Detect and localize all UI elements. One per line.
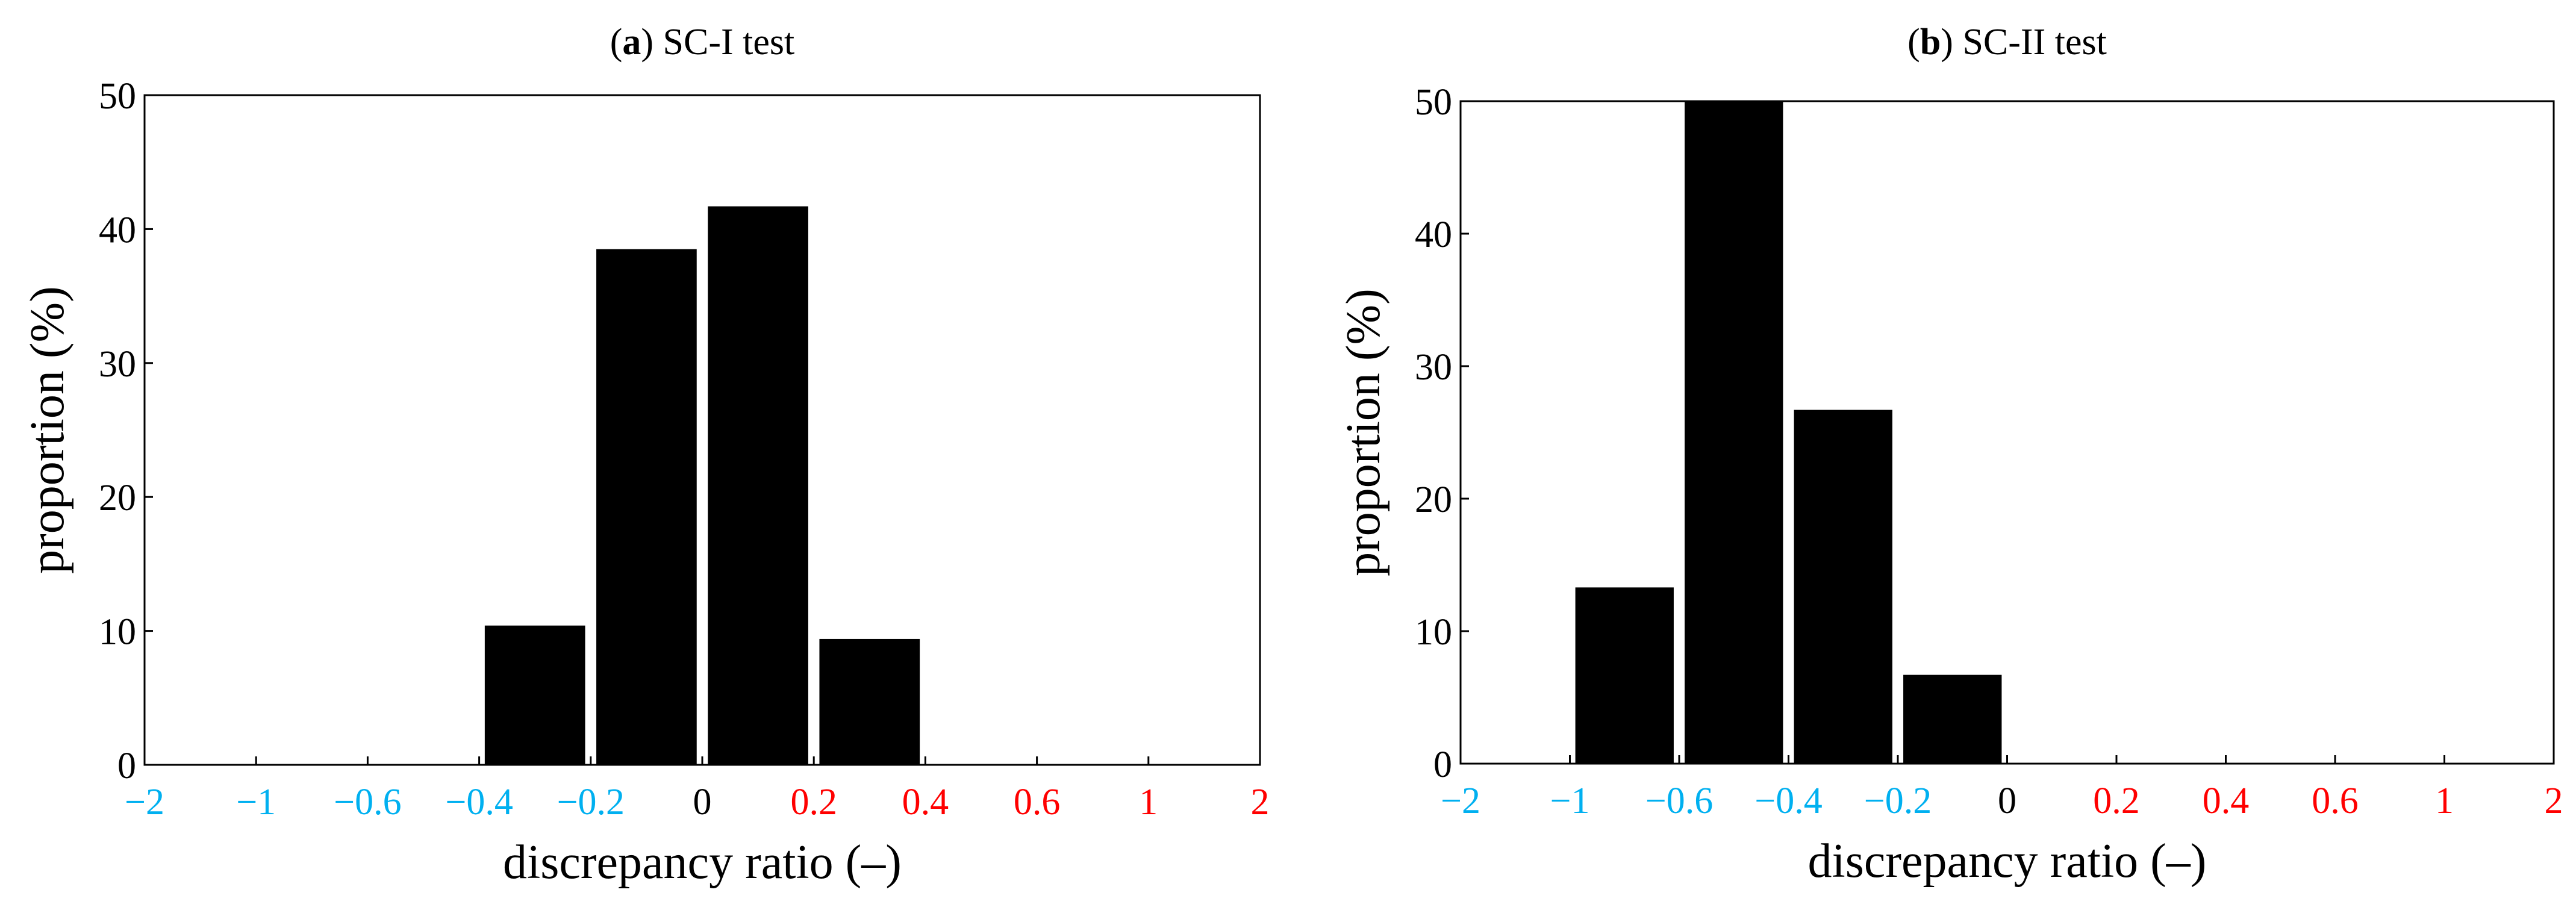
chart-title: (a) SC-I test (610, 22, 795, 63)
x-tick-label: −0.6 (1645, 780, 1713, 821)
y-tick-label: 50 (1415, 82, 1452, 123)
bar (1903, 675, 2002, 764)
x-tick-label: −0.4 (445, 782, 513, 823)
y-tick-label: 10 (99, 612, 136, 653)
y-tick-label: 40 (99, 210, 136, 251)
x-tick-label: 0.4 (2203, 780, 2250, 821)
panel-label: b (1920, 22, 1941, 63)
x-tick-label: 0.6 (2312, 780, 2359, 821)
x-tick-label: −1 (1550, 780, 1590, 821)
bar (596, 249, 697, 765)
panel-label: a (622, 22, 641, 63)
x-tick-label: 1 (2435, 780, 2454, 821)
bar (819, 638, 920, 765)
x-tick-label: 0.2 (2093, 780, 2140, 821)
y-tick-label: 30 (1415, 347, 1452, 388)
x-axis-label: discrepancy ratio (–) (503, 836, 902, 889)
y-tick-label: 10 (1415, 612, 1452, 653)
y-tick-label: 0 (1433, 744, 1452, 785)
x-tick-label: 2 (1251, 782, 1270, 823)
y-axis-label: proportion (%) (21, 286, 74, 574)
x-tick-label: 1 (1139, 782, 1158, 823)
y-axis-label: proportion (%) (1337, 288, 1390, 576)
chart-title-text: SC-II test (1962, 22, 2106, 63)
bar (484, 625, 585, 765)
x-tick-label: −0.4 (1754, 780, 1822, 821)
x-tick-label: −2 (1441, 780, 1480, 821)
y-tick-label: 50 (99, 76, 136, 117)
bar (1575, 587, 1674, 764)
y-tick-label: 30 (99, 344, 136, 385)
x-tick-label: 0.4 (902, 782, 949, 823)
x-tick-label: −0.6 (334, 782, 401, 823)
x-axis-label: discrepancy ratio (–) (1808, 835, 2207, 888)
x-tick-label: −2 (125, 782, 164, 823)
x-tick-label: −1 (236, 782, 276, 823)
x-tick-label: 2 (2545, 780, 2563, 821)
bar (1685, 101, 1783, 764)
plot-frame (143, 94, 1261, 766)
x-tick-label: 0 (1998, 780, 2016, 821)
x-tick-label: −0.2 (557, 782, 625, 823)
chart-title: (b) SC-II test (1907, 22, 2107, 63)
x-tick-label: 0.2 (790, 782, 837, 823)
x-tick-label: 0.6 (1014, 782, 1061, 823)
x-tick-label: 0 (693, 782, 712, 823)
bar (1794, 410, 1892, 764)
y-tick-label: 0 (117, 746, 136, 787)
y-tick-label: 40 (1415, 214, 1452, 255)
y-tick-label: 20 (99, 478, 136, 519)
y-tick-label: 20 (1415, 479, 1452, 520)
x-tick-label: −0.2 (1864, 780, 1932, 821)
bar (708, 206, 808, 765)
chart-title-text: SC-I test (663, 22, 795, 63)
